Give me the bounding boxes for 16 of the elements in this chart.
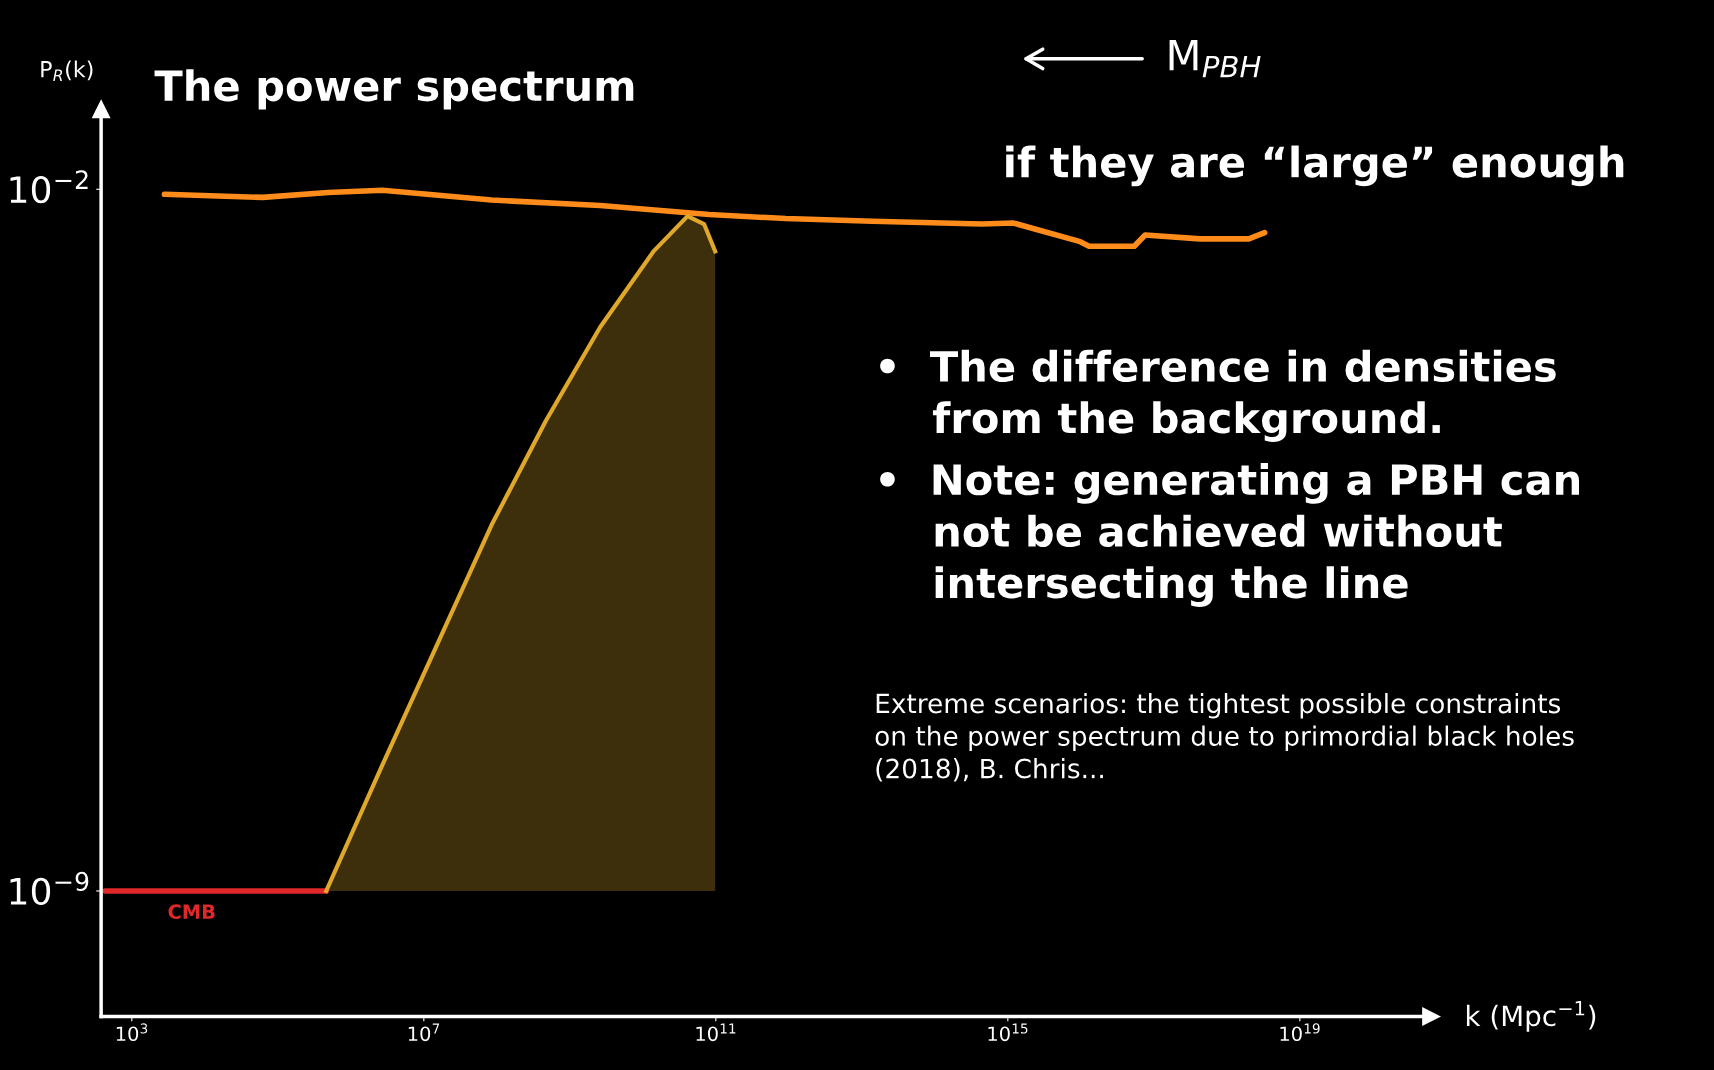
chart-title: The power spectrum [154, 69, 634, 110]
x-tick-label: 10$^{3}$ [116, 1023, 148, 1042]
annotation: if they are “large” enough [1006, 145, 1624, 187]
x-tick-label: 10$^{15}$ [988, 1023, 1028, 1042]
x-tick-label: 10$^{11}$ [696, 1023, 736, 1042]
y-axis-title: P$_{R}$(k) [41, 60, 93, 81]
series-label: CMB [168, 904, 215, 920]
x-tick-label: 10$^{19}$ [1280, 1023, 1320, 1042]
annotation: Extreme scenarios: the tightest possible constraints on the power spectrum due to primordial black holes (2018), B. Chris... [875, 692, 1574, 782]
x-axis-title: k (Mpc$^{−1}$) [1466, 1001, 1596, 1032]
annotation: • Note: generating a PBH can not be achieved without intersecting the line [880, 463, 1580, 607]
x-tick-label: 10$^{7}$ [408, 1023, 440, 1042]
text: M$_{PBH}$ [1169, 39, 1261, 78]
y-tick-label: 10$^{−2}$ [10, 170, 88, 204]
annotation: • The difference in densities from the background. [880, 349, 1556, 442]
y-tick-label: 10$^{−9}$ [10, 871, 89, 905]
